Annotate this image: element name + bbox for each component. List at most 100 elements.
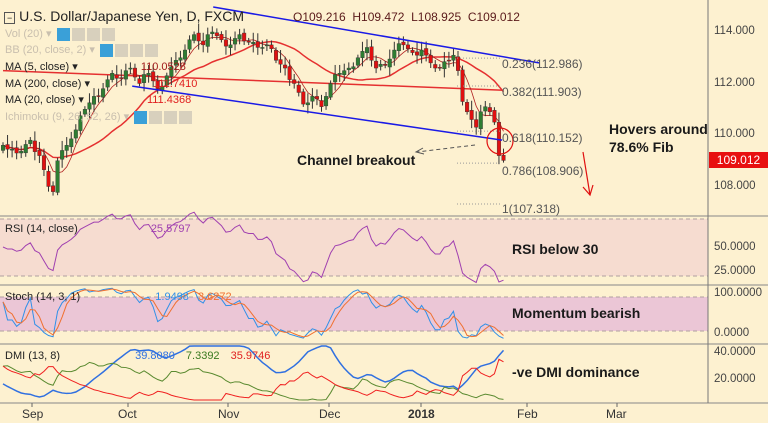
candle-body xyxy=(324,96,329,107)
collapse-icon[interactable]: − xyxy=(4,12,16,24)
candle-body xyxy=(333,74,338,83)
candle-body xyxy=(192,34,197,41)
legend-vol[interactable]: Vol (20) ▾ xyxy=(5,27,115,41)
legend-ichimoku[interactable]: Ichimoku (9, 26, 52, 26) ▾ xyxy=(5,110,193,124)
eye-icon[interactable] xyxy=(56,27,70,41)
candle-body xyxy=(274,50,279,61)
legend-ma200[interactable]: MA (200, close) ▾ 111.7410 xyxy=(5,78,198,90)
candle-body xyxy=(137,78,142,84)
candle-body xyxy=(433,64,438,69)
gear-icon[interactable] xyxy=(114,43,128,57)
candle-body xyxy=(237,34,242,40)
candle-body xyxy=(128,67,133,70)
candle-body xyxy=(396,43,401,51)
candle-body xyxy=(305,102,310,106)
candle-body xyxy=(383,63,388,66)
legend-rsi[interactable]: RSI (14, close) 25.5797 xyxy=(5,222,191,236)
candle-body xyxy=(483,106,488,112)
candle-body xyxy=(1,145,5,151)
plus-icon[interactable] xyxy=(164,110,178,124)
candle-body xyxy=(201,40,206,46)
plus-icon[interactable] xyxy=(86,27,100,41)
time-tick: Mar xyxy=(606,407,627,421)
close-icon[interactable] xyxy=(144,43,158,57)
fib-label: 1(107.318) xyxy=(502,202,561,216)
candle-body xyxy=(387,58,392,68)
candle-body xyxy=(101,88,106,98)
candle-body xyxy=(469,110,474,120)
annotation-stoch: Momentum bearish xyxy=(512,305,641,321)
candle-body xyxy=(292,79,297,84)
candle-body xyxy=(374,60,379,69)
candle-body xyxy=(419,49,424,57)
candle-body xyxy=(37,149,42,156)
candle-body xyxy=(169,66,174,77)
minus-di-line xyxy=(2,358,504,401)
eye-icon[interactable] xyxy=(99,43,113,57)
candle-body xyxy=(87,102,92,110)
plus-icon[interactable] xyxy=(129,43,143,57)
gear-icon[interactable] xyxy=(149,110,163,124)
candle-body xyxy=(182,49,187,60)
annotation-rsi: RSI below 30 xyxy=(512,241,599,257)
candle-body xyxy=(123,70,128,80)
candle-body xyxy=(164,75,169,86)
candle-body xyxy=(5,144,10,150)
candle-body xyxy=(296,84,301,93)
legend-dmi[interactable]: DMI (13, 8) 39.8080 7.3392 35.9746 xyxy=(5,349,270,363)
candle-body xyxy=(19,151,24,154)
ma200-line xyxy=(2,69,504,91)
candle-body xyxy=(301,91,306,105)
time-tick: Sep xyxy=(22,407,44,421)
candle-body xyxy=(78,115,83,131)
candle-body xyxy=(351,66,356,70)
rsi-tick: 25.0000 xyxy=(714,265,756,277)
candle-body xyxy=(41,155,46,170)
candle-body xyxy=(28,139,33,144)
legend-value: 110.0528 xyxy=(140,61,186,73)
eye-icon[interactable] xyxy=(134,110,148,124)
rsi-band xyxy=(0,219,708,276)
candle-body xyxy=(283,64,288,69)
gear-icon[interactable] xyxy=(71,27,85,41)
dmi-tick: 20.0000 xyxy=(714,373,756,385)
candle-body xyxy=(424,48,429,56)
rsi-line xyxy=(2,211,504,284)
candle-body xyxy=(360,51,365,58)
plus-di-value: 7.3392 xyxy=(185,350,220,362)
stoch-tick: 0.0000 xyxy=(714,327,750,339)
candle-body xyxy=(73,129,78,139)
candle-body xyxy=(287,66,292,80)
legend-label: DMI (13, 8) xyxy=(5,350,61,362)
candle-body xyxy=(96,95,101,97)
candle-body xyxy=(428,54,433,64)
candle-body xyxy=(119,77,124,79)
legend-ma5[interactable]: MA (5, close) ▾ 110.0528 xyxy=(5,61,186,73)
legend-bb[interactable]: BB (20, close, 2) ▾ xyxy=(5,43,158,57)
legend-label: RSI (14, close) xyxy=(5,223,78,235)
breakout-arrow xyxy=(416,144,476,153)
legend-label: Vol (20) xyxy=(5,28,43,40)
symbol-title[interactable]: − U.S. Dollar/Japanese Yen, D, FXCM xyxy=(4,8,244,26)
candle-body xyxy=(14,147,19,154)
candle-body xyxy=(242,32,247,42)
candle-body xyxy=(173,60,178,66)
candle-body xyxy=(310,96,315,102)
legend-value: 111.4368 xyxy=(146,94,192,106)
fib-label: 0.382(111.903) xyxy=(502,85,582,99)
open: O109.216 xyxy=(293,10,346,24)
fib-label: 0.786(108.906) xyxy=(502,164,584,178)
candle-body xyxy=(337,72,342,75)
time-tick: Feb xyxy=(517,407,538,421)
close-icon[interactable] xyxy=(179,110,193,124)
legend-stoch[interactable]: Stoch (14, 3, 1) 1.9498 3.6272 xyxy=(5,290,232,304)
adx-value: 39.8080 xyxy=(135,350,175,362)
candle-body xyxy=(23,144,28,154)
legend-ma20[interactable]: MA (20, close) ▾ 111.4368 xyxy=(5,94,192,106)
candle-body xyxy=(219,34,224,40)
close-icon[interactable] xyxy=(101,27,115,41)
candle-body xyxy=(210,31,215,35)
candle-body xyxy=(91,96,96,105)
